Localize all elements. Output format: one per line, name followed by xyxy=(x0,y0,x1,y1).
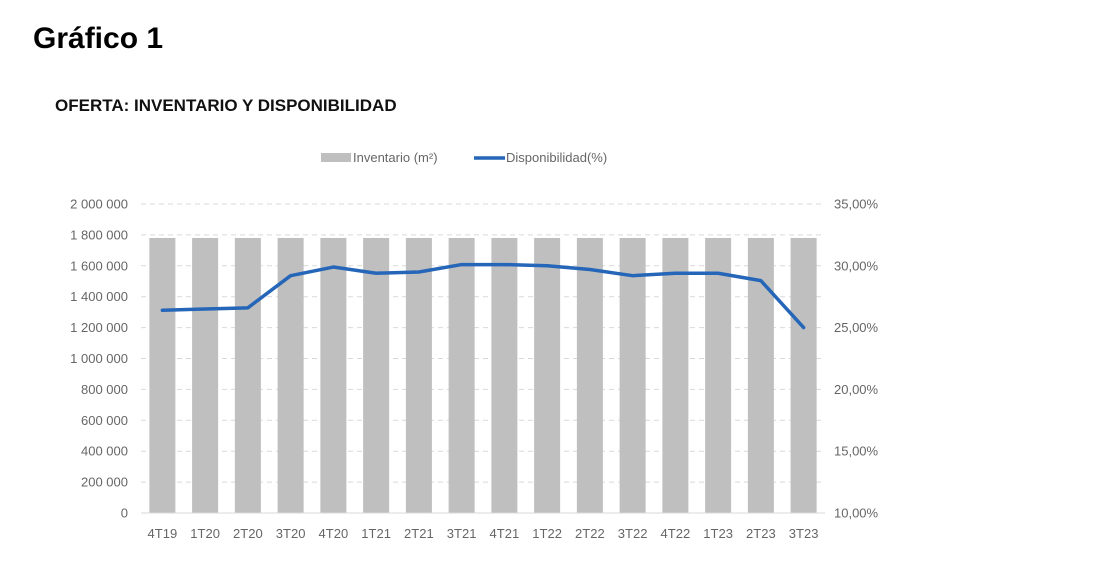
line-series-disponibilidad xyxy=(160,262,806,330)
x-tick-label: 2T23 xyxy=(746,526,776,541)
y-right-tick-label: 10,00% xyxy=(834,506,879,521)
x-tick-label: 3T22 xyxy=(618,526,648,541)
y-left-tick-label: 2 000 000 xyxy=(70,197,128,212)
bar xyxy=(320,237,347,514)
bar xyxy=(747,237,774,514)
y-left-tick-label: 600 000 xyxy=(81,413,128,428)
y-right-tick-label: 20,00% xyxy=(834,382,879,397)
y-left-tick-label: 200 000 xyxy=(81,475,128,490)
chart-title: OFERTA: INVENTARIO Y DISPONIBILIDAD xyxy=(55,96,397,115)
x-tick-label: 2T21 xyxy=(404,526,434,541)
bar xyxy=(277,237,304,514)
bar xyxy=(662,237,689,514)
x-tick-label: 4T21 xyxy=(490,526,520,541)
bar xyxy=(705,237,732,514)
x-tick-label: 3T21 xyxy=(447,526,477,541)
y-right-tick-label: 25,00% xyxy=(834,320,879,335)
bar xyxy=(534,237,561,514)
x-tick-label: 2T20 xyxy=(233,526,263,541)
x-tick-label: 3T23 xyxy=(789,526,819,541)
y-left-tick-label: 1 200 000 xyxy=(70,320,128,335)
x-tick-label: 4T19 xyxy=(148,526,178,541)
bar xyxy=(192,237,219,514)
y-right-tick-label: 30,00% xyxy=(834,258,879,273)
bar xyxy=(149,237,176,514)
y-left-tick-label: 1 600 000 xyxy=(70,258,128,273)
bar xyxy=(619,237,646,514)
bar xyxy=(448,237,475,514)
bar xyxy=(234,237,261,514)
x-tick-label: 2T22 xyxy=(575,526,605,541)
bar xyxy=(790,237,817,514)
x-tick-label: 1T20 xyxy=(190,526,220,541)
x-tick-label: 4T20 xyxy=(319,526,349,541)
y-right-tick-label: 35,00% xyxy=(834,197,879,212)
y-left-tick-label: 1 000 000 xyxy=(70,351,128,366)
y-left-tick-label: 400 000 xyxy=(81,444,128,459)
x-tick-label: 1T22 xyxy=(532,526,562,541)
legend-swatch-inventario xyxy=(321,153,351,162)
y-left-tick-label: 800 000 xyxy=(81,382,128,397)
figure-title: Gráfico 1 xyxy=(33,22,164,55)
x-tick-label: 4T22 xyxy=(661,526,691,541)
bar xyxy=(491,237,518,514)
x-tick-label: 1T21 xyxy=(361,526,391,541)
bar xyxy=(576,237,603,514)
y-left-tick-label: 1 400 000 xyxy=(70,289,128,304)
bar xyxy=(363,237,390,514)
x-tick-label: 3T20 xyxy=(276,526,306,541)
y-left-tick-label: 0 xyxy=(121,506,128,521)
y-left-tick-label: 1 800 000 xyxy=(70,227,128,242)
x-tick-label: 1T23 xyxy=(703,526,733,541)
legend-label-inventario: Inventario (m²) xyxy=(353,150,438,165)
bar xyxy=(405,237,432,514)
y-right-tick-label: 15,00% xyxy=(834,444,879,459)
legend-label-disponibilidad: Disponibilidad(%) xyxy=(506,150,607,165)
